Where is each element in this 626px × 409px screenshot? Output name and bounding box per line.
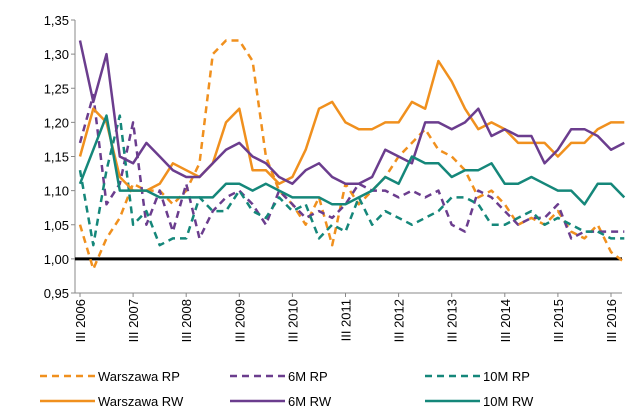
legend-label: 10M RW bbox=[483, 394, 534, 409]
x-tick-label: III 2008 bbox=[179, 299, 194, 342]
y-tick-label: 1,10 bbox=[44, 184, 69, 199]
y-tick-label: 1,05 bbox=[44, 218, 69, 233]
x-tick-label: III 2012 bbox=[392, 299, 407, 342]
series-line bbox=[78, 39, 626, 271]
y-tick-label: 0,95 bbox=[44, 286, 69, 301]
x-tick-label: III 2007 bbox=[126, 299, 141, 342]
series-line bbox=[78, 114, 625, 247]
series-line bbox=[78, 114, 626, 206]
y-tick-label: 1,25 bbox=[44, 81, 69, 96]
y-tick-label: 1,00 bbox=[44, 252, 69, 267]
x-tick-label: III 2015 bbox=[551, 299, 566, 342]
y-tick-label: 1,35 bbox=[44, 13, 69, 28]
x-tick-label: III 2006 bbox=[73, 299, 88, 342]
series-line bbox=[78, 59, 625, 192]
y-tick-label: 1,30 bbox=[44, 47, 69, 62]
x-tick-label: III 2010 bbox=[285, 299, 300, 342]
x-tick-label: III 2014 bbox=[498, 299, 513, 342]
legend-label: Warszawa RW bbox=[98, 394, 184, 409]
legend-label: 10M RP bbox=[483, 369, 530, 384]
x-tick-label: III 2013 bbox=[445, 299, 460, 342]
legend-label: 6M RW bbox=[288, 394, 332, 409]
series-line bbox=[78, 40, 625, 186]
legend-label: 6M RP bbox=[288, 369, 328, 384]
x-tick-label: III 2011 bbox=[339, 299, 354, 341]
y-tick-label: 1,20 bbox=[44, 115, 69, 130]
series-line bbox=[78, 93, 625, 240]
x-tick-label: III 2016 bbox=[604, 299, 619, 342]
x-tick-label: III 2009 bbox=[232, 299, 247, 342]
y-tick-label: 1,15 bbox=[44, 150, 69, 165]
legend-label: Warszawa RP bbox=[98, 369, 180, 384]
